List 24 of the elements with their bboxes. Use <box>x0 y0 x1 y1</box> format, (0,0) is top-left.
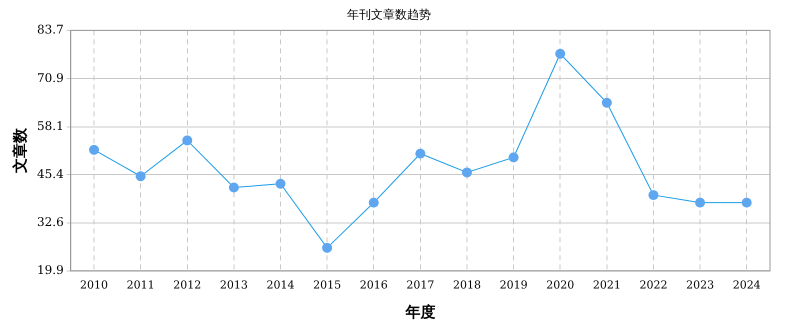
x-tick-label: 2022 <box>639 278 668 292</box>
y-tick-label: 19.9 <box>37 262 64 277</box>
y-tick-label: 70.9 <box>37 70 64 85</box>
x-tick-label: 2014 <box>266 278 295 292</box>
x-tick-label: 2016 <box>360 278 388 292</box>
x-tick-label: 2013 <box>220 278 248 292</box>
chart-title: 年刊文章数趋势 <box>347 7 431 22</box>
x-tick-label: 2011 <box>126 278 155 292</box>
y-tick-label: 58.1 <box>37 118 64 133</box>
x-tick-label: 2023 <box>686 278 714 292</box>
x-tick-label: 2018 <box>452 278 481 292</box>
x-tick-label: 2019 <box>500 278 528 292</box>
x-tick-label: 2012 <box>173 278 202 292</box>
y-tick-label: 45.4 <box>37 166 64 181</box>
y-tick-label: 32.6 <box>37 215 64 230</box>
y-axis-title: 文章数 <box>10 127 29 174</box>
y-tick-label: 83.7 <box>37 22 64 37</box>
x-tick-label: 2010 <box>80 278 108 292</box>
x-tick-label: 2020 <box>546 278 574 292</box>
x-tick-label: 2021 <box>592 278 621 292</box>
x-tick-label: 2017 <box>406 278 434 292</box>
x-axis-title: 年度 <box>404 302 436 321</box>
x-tick-label: 2024 <box>732 278 761 292</box>
x-tick-label: 2015 <box>313 278 342 292</box>
